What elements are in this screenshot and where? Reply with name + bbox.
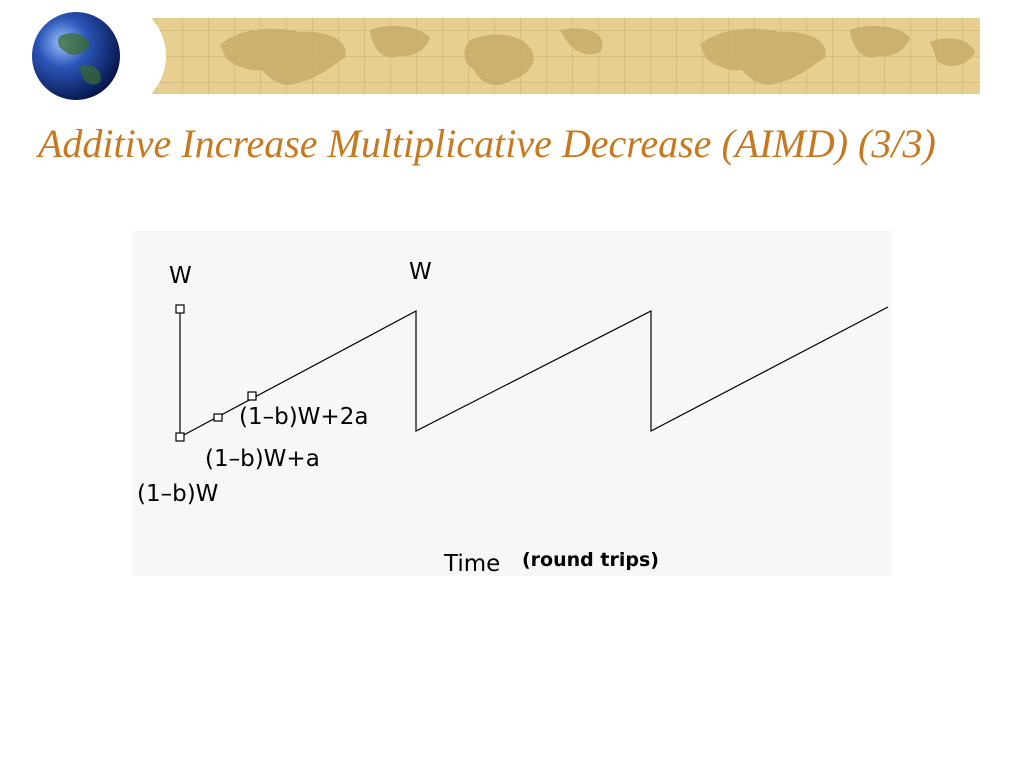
label-w-left: W: [169, 263, 192, 289]
marker-plus-2a: [247, 391, 257, 401]
label-decreased-plus-a: (1–b)W+a: [205, 446, 320, 472]
slide-banner: [32, 0, 980, 110]
world-map-pattern: [220, 25, 975, 85]
slide-title: Additive Increase Multiplicative Decreas…: [38, 121, 936, 166]
label-decreased-plus-2a: (1–b)W+2a: [239, 404, 368, 430]
x-axis-label: Time: [443, 551, 500, 576]
x-axis-unit-label: (round trips): [522, 549, 659, 571]
marker-w: [175, 304, 185, 314]
marker-decreased: [175, 432, 185, 442]
label-decreased: (1–b)W: [137, 481, 218, 507]
aimd-diagram: W W (1–b)W+2a (1–b)W+a (1–b)W Time (roun…: [133, 231, 892, 576]
globe-icon: [32, 12, 120, 100]
label-w-peak: W: [409, 259, 432, 285]
marker-plus-a: [213, 413, 223, 422]
diagram-background: [133, 231, 892, 576]
